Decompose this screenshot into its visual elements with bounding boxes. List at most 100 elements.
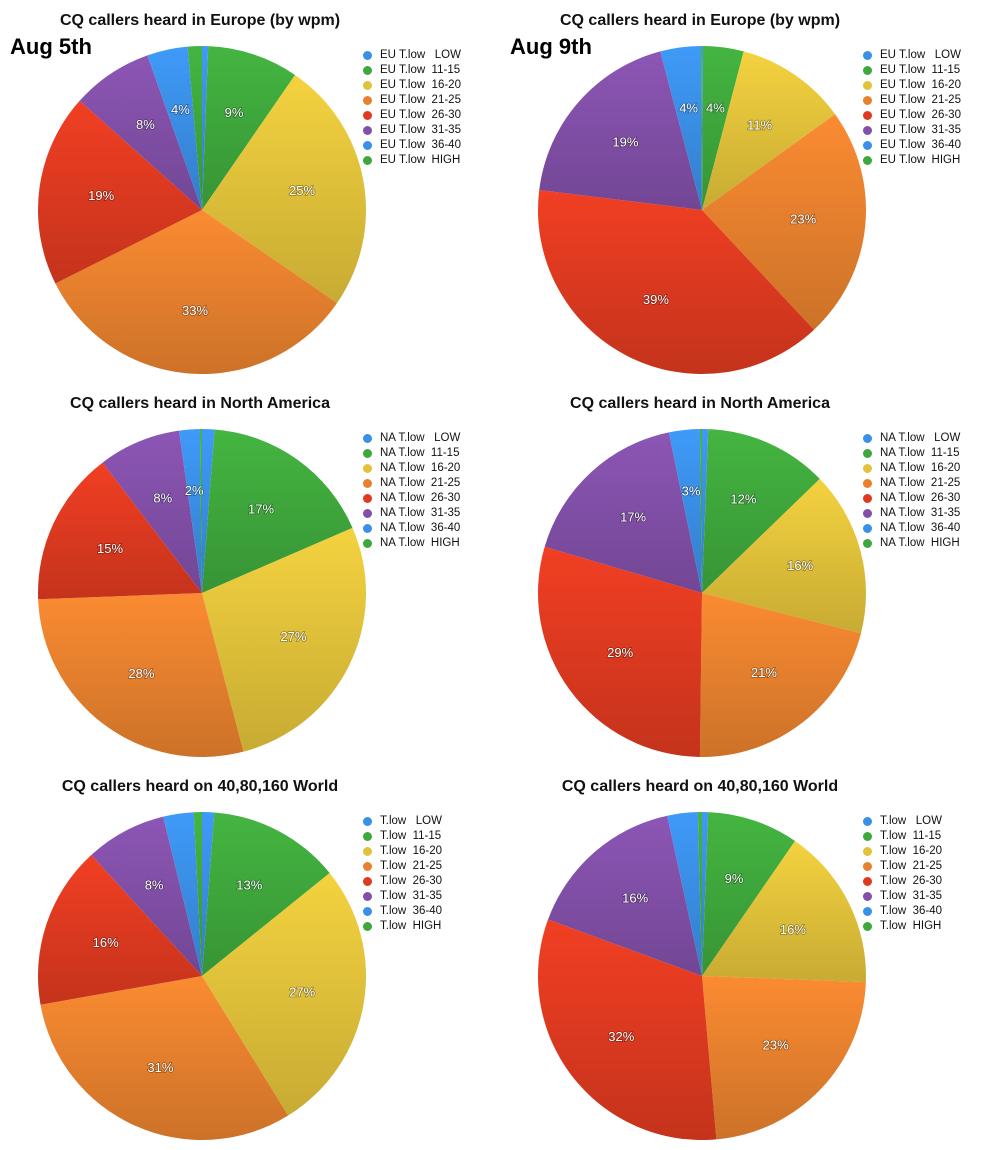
legend-swatch-icon [863,877,872,886]
slice-data-label: 2% [185,483,204,498]
pie-slice-21-25 [40,976,289,1140]
legend-item: T.low 11-15 [863,829,942,844]
legend-item: EU T.low 11-15 [363,63,461,78]
legend-swatch-icon [863,817,872,826]
slice-data-label: 19% [612,135,638,150]
legend-item: EU T.low LOW [363,48,461,63]
pie-slice-low [702,429,709,593]
pie-slice-36-40 [668,429,702,593]
slice-data-label: 16% [780,922,806,937]
chart-title: CQ callers heard in North America [70,395,330,412]
legend-swatch-icon [363,862,372,871]
chart-title: CQ callers heard on 40,80,160 World [561,778,839,795]
legend-label: T.low HIGH [380,920,442,932]
legend-swatch-icon [363,509,372,518]
legend-item: T.low 16-20 [363,844,442,859]
legend-item: NA T.low HIGH [363,536,460,551]
legend-item: T.low LOW [863,814,942,829]
legend-swatch-icon [363,907,372,916]
legend-item: EU T.low HIGH [363,153,461,168]
legend-label: EU T.low 16-20 [880,79,961,91]
chart-legend: T.low LOW T.low 11-15 T.low 16-20 T.low 21-… [363,814,442,934]
legend-item: NA T.low 21-25 [863,476,960,491]
legend-swatch-icon [363,494,372,503]
slice-data-label: 27% [280,629,306,644]
pie-slice-16-20 [702,478,866,634]
legend-label: EU T.low 11-15 [880,64,961,76]
legend-label: T.low 26-30 [380,875,443,887]
legend-item: T.low 31-35 [363,889,442,904]
legend-label: EU T.low 31-35 [880,124,961,136]
pie-slice-36-40 [163,812,202,976]
slice-data-label: 8% [153,491,172,506]
legend-label: NA T.low 21-25 [380,477,461,489]
legend-label: T.low 31-35 [380,890,443,902]
chart-title: CQ callers heard in North America [570,395,830,412]
pie-chart-panel: CQ callers heard on 40,80,160 World 9% 16%… [500,766,1000,1149]
legend-label: T.low 16-20 [380,845,443,857]
legend-label: T.low HIGH [880,920,942,932]
pie-chart-panel: CQ callers heard in Europe (by wpm) Aug 9… [500,0,1000,383]
pie-slice-36-40 [660,46,702,210]
slice-data-label: 4% [171,102,190,117]
pie-slice-16-20 [702,840,866,983]
legend-item: NA T.low 36-40 [363,521,460,536]
legend-item: EU T.low 16-20 [863,78,961,93]
legend-label: NA T.low 16-20 [380,462,461,474]
legend-item: NA T.low 36-40 [863,521,960,536]
pie-slice-16-20 [202,873,366,1116]
legend-label: T.low 16-20 [880,845,943,857]
legend-item: EU T.low LOW [863,48,961,63]
pie-chart-panel: CQ callers heard in North America 12% 16% 2… [500,383,1000,766]
legend-swatch-icon [863,81,872,90]
legend-item: EU T.low 26-30 [863,108,961,123]
legend-label: T.low 21-25 [380,860,443,872]
pie-slice-16-20 [202,74,366,304]
legend-label: NA T.low 36-40 [380,522,461,534]
slice-data-label: 31% [147,1060,173,1075]
legend-swatch-icon [363,479,372,488]
legend-swatch-icon [863,494,872,503]
pie-slice-26-30 [537,546,702,757]
legend-item: T.low 31-35 [863,889,942,904]
pie-slice-16-20 [202,527,367,752]
legend-swatch-icon [363,156,372,165]
pie-slice-21-25 [699,593,861,758]
slice-data-label: 25% [289,183,315,198]
legend-item: EU T.low 21-25 [863,93,961,108]
legend-swatch-icon [863,141,872,150]
legend-label: EU T.low 36-40 [380,139,461,151]
legend-swatch-icon [863,922,872,931]
legend-item: EU T.low 26-30 [363,108,461,123]
legend-swatch-icon [863,524,872,533]
pie-chart-panel: CQ callers heard in North America 17% 27% 2… [0,383,500,766]
legend-swatch-icon [863,96,872,105]
legend-swatch-icon [863,832,872,841]
legend-item: NA T.low 11-15 [863,446,960,461]
pie-slice-low [202,812,215,976]
legend-label: EU T.low 26-30 [880,109,961,121]
legend-label: NA T.low 31-35 [380,507,461,519]
legend-swatch-icon [863,51,872,60]
slice-data-label: 8% [136,117,155,132]
legend-label: T.low 31-35 [880,890,943,902]
legend-label: EU T.low 16-20 [380,79,461,91]
legend-swatch-icon [863,449,872,458]
slice-data-label: 3% [682,483,701,498]
legend-label: NA T.low 36-40 [880,522,961,534]
slice-data-label: 13% [236,877,262,892]
pie-chart: 13% 27% 31% 16% 8% [38,812,366,1140]
legend-label: EU T.low LOW [880,49,961,61]
date-label: Aug 9th [510,34,592,59]
legend-item: T.low 26-30 [863,874,942,889]
legend-swatch-icon [863,156,872,165]
slice-data-label: 29% [607,645,633,660]
legend-label: NA T.low LOW [880,432,961,444]
pie-slice-21-25 [702,976,866,1140]
legend-item: T.low HIGH [863,919,942,934]
legend-label: NA T.low 26-30 [380,492,461,504]
slice-data-label: 39% [643,292,669,307]
legend-swatch-icon [363,832,372,841]
legend-label: NA T.low 16-20 [880,462,961,474]
slice-data-label: 4% [706,101,725,116]
